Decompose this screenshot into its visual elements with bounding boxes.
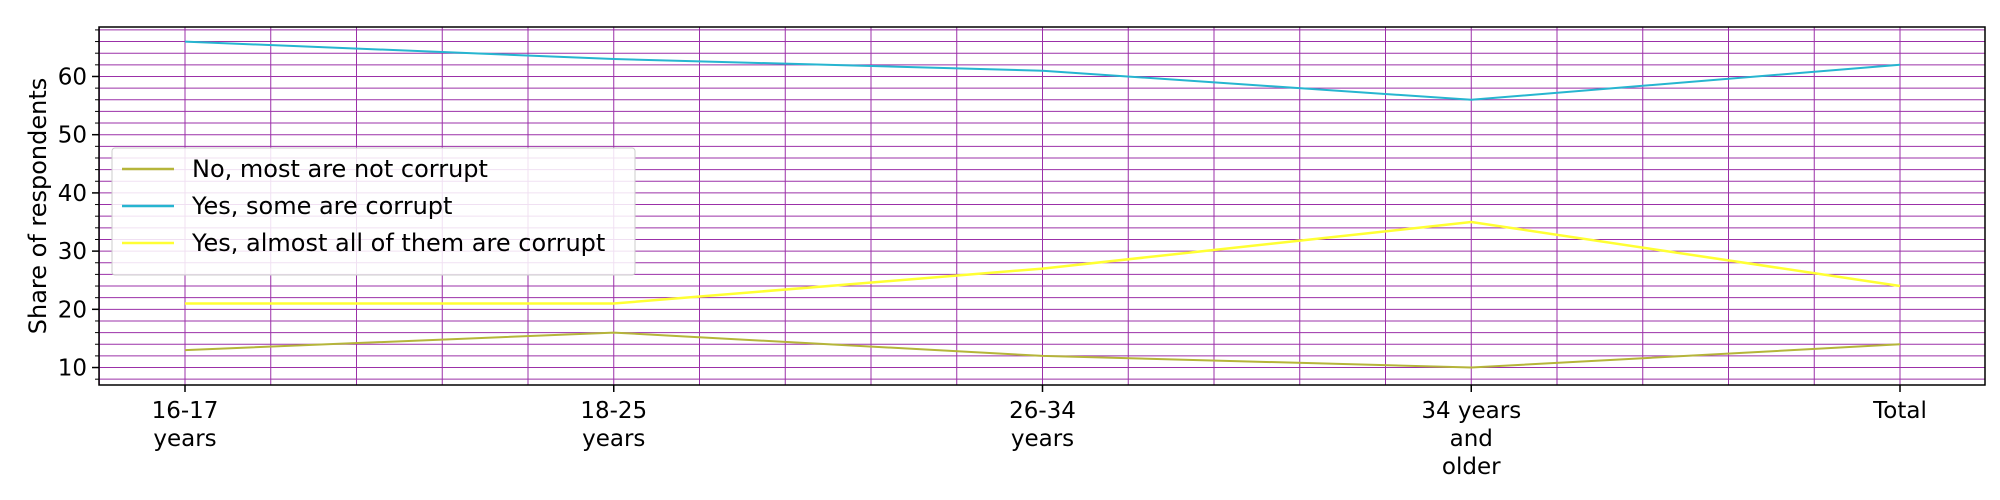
y-tick-label: 30: [58, 239, 87, 265]
series-lines: [184, 40, 1901, 369]
y-axis-title: Share of respondents: [24, 78, 52, 335]
x-tick-label: 34 years and older: [1421, 398, 1521, 480]
legend: No, most are not corrupt Yes, some are co…: [111, 147, 636, 276]
series-line-2: [184, 40, 1901, 101]
legend-label-1: No, most are not corrupt: [192, 155, 488, 183]
x-tick-label: Total: [1872, 398, 1927, 424]
series-line-3: [185, 220, 1901, 305]
y-tick-label: 20: [58, 297, 87, 323]
y-tick-label: 10: [58, 356, 87, 382]
legend-label-3: Yes, almost all of them are corrupt: [191, 229, 605, 257]
legend-label-2: Yes, some are corrupt: [191, 192, 452, 220]
axes: 10 20 30 40 50 60 16-17 years 18-25 years 26-34 yea…: [58, 29, 1927, 480]
y-tick-label: 40: [58, 181, 87, 207]
y-tick-label: 50: [58, 123, 87, 149]
y-tick-label: 60: [58, 64, 87, 90]
x-tick-label: 18-25 years: [580, 398, 647, 452]
x-tick-label: 16-17 years: [152, 398, 219, 452]
series-line-1: [184, 331, 1901, 369]
x-tick-label: 26-34 years: [1009, 398, 1076, 452]
legend-box: [111, 147, 636, 276]
